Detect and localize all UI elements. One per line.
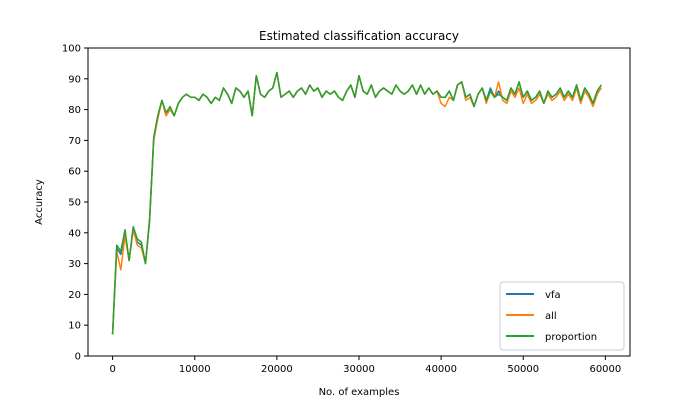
series-lines	[111, 71, 602, 335]
x-axis-label: No. of examples	[319, 387, 400, 398]
y-tick-label: 80	[68, 105, 81, 116]
y-tick-label: 100	[62, 44, 81, 55]
x-tick-label: 20000	[261, 364, 293, 375]
x-tick-label: 0	[109, 364, 115, 375]
x-tick-label: 30000	[343, 364, 375, 375]
series-line-proportion	[111, 71, 602, 335]
legend-label-vfa: vfa	[545, 290, 561, 301]
y-tick-label: 30	[68, 259, 81, 270]
x-tick-label: 10000	[179, 364, 211, 375]
legend: vfa all proportion	[499, 281, 625, 351]
y-axis: 0 10 20 30 40 50 60 70 80 90 100	[62, 44, 88, 363]
y-tick-label: 70	[68, 136, 81, 147]
y-tick-label: 20	[68, 290, 81, 301]
y-tick-label: 0	[75, 352, 81, 363]
chart-title: Estimated classification accuracy	[259, 29, 459, 43]
x-axis: 0 10000 20000 30000 40000 50000 60000	[109, 356, 621, 375]
y-tick-label: 90	[68, 74, 81, 85]
y-tick-label: 10	[68, 321, 81, 332]
x-tick-label: 40000	[425, 364, 457, 375]
legend-box	[499, 281, 625, 351]
x-tick-label: 60000	[589, 364, 621, 375]
legend-label-all: all	[545, 311, 557, 322]
y-tick-label: 60	[68, 167, 81, 178]
y-tick-label: 40	[68, 228, 81, 239]
y-tick-label: 50	[68, 198, 81, 209]
legend-label-proportion: proportion	[545, 332, 597, 343]
y-axis-label: Accuracy	[34, 179, 45, 225]
x-tick-label: 50000	[507, 364, 539, 375]
